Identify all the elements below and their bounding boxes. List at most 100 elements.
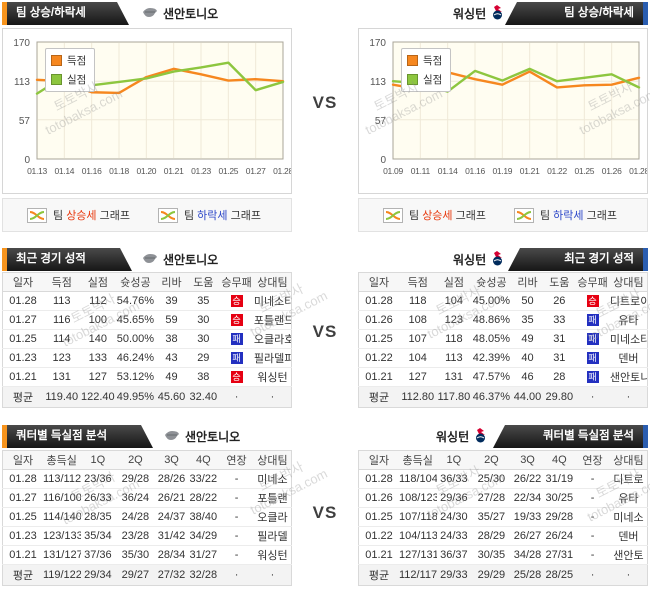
win-badge: 승 (230, 371, 243, 384)
quarter-table-san-antonio: 일자 총득실 1Q 2Q 3Q 4Q 연장 상대팀 01.28 113/112 23/36 29/28… (2, 450, 292, 586)
cell: - (219, 488, 254, 508)
fall-graph-button[interactable]: 팀 하락세 그래프 (513, 207, 617, 223)
column-header: 도움 (187, 272, 220, 292)
win-badge: 승 (230, 295, 243, 308)
team-name: 워싱턴 (436, 430, 470, 444)
column-header: 연장 (575, 450, 610, 470)
x-axis-label: 01.28 (629, 166, 647, 176)
trend-chart-panel-left: 0 57 113 170 01.13 01.14 01.16 01.18 01.20 01.21 0… (2, 28, 292, 194)
cross-lines-icon (157, 207, 178, 223)
avg-cell: 29/27 (115, 564, 156, 586)
column-header: 상대팀 (609, 272, 648, 292)
cell: 116/100 (42, 488, 81, 508)
rise-graph-button[interactable]: 팀 상승세 그래프 (27, 207, 130, 223)
cell: 01.25 (358, 329, 399, 349)
loss-badge: 패 (586, 371, 599, 384)
cell: 127 (80, 367, 116, 387)
x-axis-label: 01.20 (136, 166, 156, 176)
x-axis-label: 01.14 (438, 166, 458, 176)
avg-cell: 32/28 (187, 564, 220, 586)
cell: 49 (511, 329, 544, 349)
cell: 디트로이 (609, 291, 648, 311)
table-row: 01.21 127 131 47.57% 46 28 패 샌안토니 (358, 367, 648, 387)
cell: 23/28 (115, 526, 156, 546)
fall-graph-button[interactable]: 팀 하락세 그래프 (157, 207, 261, 223)
cell: 27/31 (543, 545, 576, 565)
chart-legend-item: 실점 (51, 72, 86, 87)
cell: 30/35 (471, 545, 512, 565)
cell: 113 (436, 348, 472, 368)
y-axis-tick: 0 (380, 155, 386, 166)
table-row: 01.21 131/127 37/36 35/30 28/34 31/27- 워싱턴 (2, 545, 292, 565)
average-row: 평균 112/117 29/33 29/29 25/28 28/25 · · (358, 564, 648, 586)
column-header: 상대팀 (609, 450, 648, 470)
cell: 01.22 (358, 348, 399, 368)
win-badge: 승 (586, 295, 599, 308)
result-cell: 승 (219, 310, 254, 330)
quarter-table-washington: 일자 총득실 1Q 2Q 3Q 4Q 연장 상대팀 01.28 118/104 36/33 25/30… (358, 450, 648, 586)
cell: 31 (543, 329, 576, 349)
result-cell: 패 (575, 310, 610, 330)
cell: 118 (398, 291, 437, 311)
cell: 01.21 (2, 367, 43, 387)
team-label-washington: 워싱턴 (453, 248, 504, 271)
legend-label: 실점 (423, 74, 443, 86)
column-header: 4Q (543, 450, 576, 470)
x-axis-label: 01.23 (191, 166, 211, 176)
wizards-logo-icon (491, 250, 504, 269)
cell: 131 (42, 367, 81, 387)
cell: 01.22 (358, 526, 399, 546)
cell: 36/33 (436, 469, 472, 489)
cross-lines-icon (513, 207, 534, 223)
cell: 31 (543, 348, 576, 368)
cell: 01.23 (2, 348, 43, 368)
cell: 미네소 (253, 469, 292, 489)
column-header: 득점 (42, 272, 81, 292)
cell: 104 (436, 291, 472, 311)
cell: 01.28 (2, 469, 43, 489)
y-axis-tick: 0 (24, 155, 30, 166)
cell: 26/24 (543, 526, 576, 546)
legend-text: 팀 상승세 그래프 (53, 210, 130, 222)
cell: 26/33 (80, 488, 116, 508)
avg-cell: · (609, 564, 648, 586)
cell: 38 (187, 367, 220, 387)
cell: 38/40 (187, 507, 220, 527)
cell: 29/36 (436, 488, 472, 508)
table-row: 01.22 104 113 42.39% 40 31 패 덴버 (358, 348, 648, 368)
section-title: 쿼터별 득실점 분석 (542, 430, 634, 442)
cell: 127/131 (398, 545, 437, 565)
cell: 113/112 (42, 469, 81, 489)
avg-cell: 28/25 (543, 564, 576, 586)
cell: 워싱턴 (253, 367, 292, 387)
cell: 50.00% (115, 329, 156, 349)
blue-accent-bar (643, 2, 648, 25)
legend-text: 팀 하락세 그래프 (539, 210, 617, 222)
cell: - (219, 507, 254, 527)
cell: 54.76% (115, 291, 156, 311)
avg-cell: 29.80 (543, 386, 576, 408)
cell: 24/28 (115, 507, 156, 527)
cell: 26/21 (155, 488, 188, 508)
cell: 140 (80, 329, 116, 349)
column-header: 리바 (155, 272, 188, 292)
header-row: 일자 득점 실점 슛성공 리바 도움 승무패 상대팀 (358, 272, 648, 292)
recent-header-right: 워싱턴 최근 경기 성적 (358, 248, 648, 271)
graph-legend-bar-right: 팀 상승세 그래프 팀 하락세 그래프 (358, 198, 648, 232)
cell: 25/30 (471, 469, 512, 489)
avg-cell: 117.80 (436, 386, 472, 408)
header-row: 일자 총득실 1Q 2Q 3Q 4Q 연장 상대팀 (358, 450, 648, 470)
cell: 48.86% (471, 310, 512, 330)
cell: 미네소 (609, 507, 648, 527)
x-axis-label: 01.26 (602, 166, 622, 176)
cell: 27/28 (471, 488, 512, 508)
recent-games-table-washington: 일자 득점 실점 슛성공 리바 도움 승무패 상대팀 01.28 118 104 45.00% 50 26… (358, 272, 648, 408)
rise-graph-button[interactable]: 팀 상승세 그래프 (383, 207, 486, 223)
table-row: 01.25 114/140 28/35 24/28 24/37 38/40- 오클라 (2, 507, 292, 527)
column-header: 1Q (436, 450, 472, 470)
cell: 포틀랜 (253, 488, 292, 508)
avg-cell: 45.60 (155, 386, 188, 408)
loss-badge: 패 (586, 314, 599, 327)
x-axis-label: 01.16 (465, 166, 485, 176)
table-row: 01.28 118 104 45.00% 50 26 승 디트로이 (358, 291, 648, 311)
